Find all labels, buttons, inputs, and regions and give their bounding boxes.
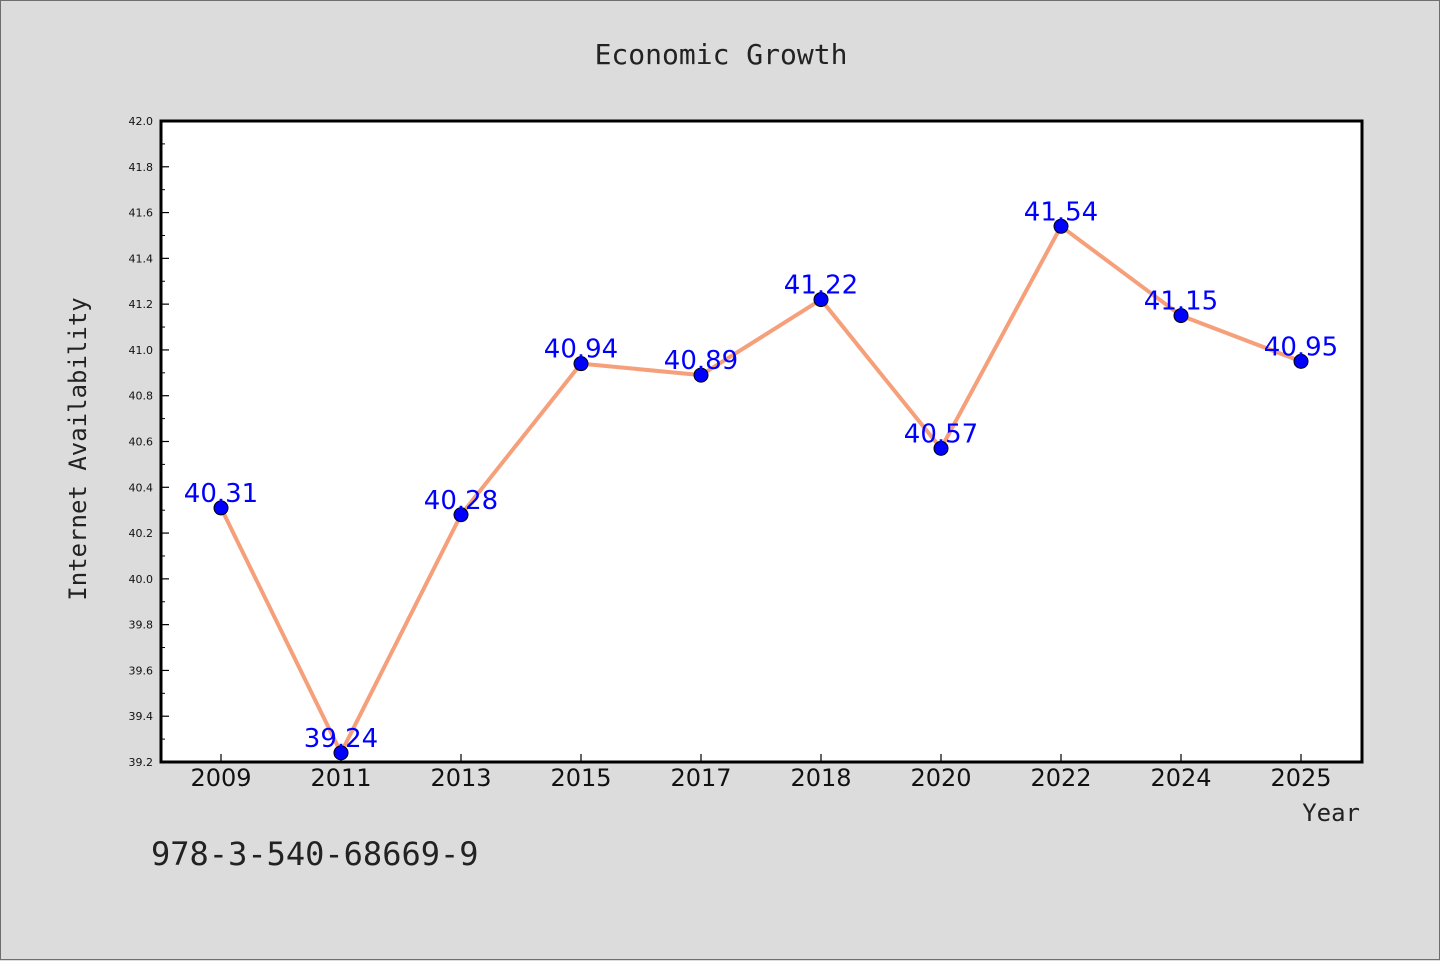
data-point	[453, 507, 469, 523]
data-point	[813, 292, 829, 308]
y-tick-label: 40.2	[129, 527, 154, 540]
x-tick-label: 2020	[910, 764, 971, 792]
y-tick-label: 41.8	[129, 161, 154, 174]
data-label: 41.22	[784, 271, 858, 301]
data-label: 40.57	[904, 419, 978, 449]
x-tick-label: 2015	[550, 764, 611, 792]
y-tick-label: 40.8	[129, 390, 154, 403]
series-layer: 40.31 39.24 40.28 40.94 40.89 41.22 40.57 41.54…	[184, 197, 1338, 761]
data-label: 39.24	[304, 724, 378, 754]
y-tick-label: 39.6	[129, 664, 154, 677]
x-tick-label: 2024	[1150, 764, 1211, 792]
y-tick-label: 40.0	[129, 573, 154, 586]
data-label: 40.95	[1264, 332, 1338, 362]
data-label: 40.94	[544, 335, 618, 365]
x-axis-label: Year	[1302, 799, 1360, 827]
y-tick-label: 40.4	[129, 481, 154, 494]
x-tick-label: 2011	[310, 764, 371, 792]
y-tick-label: 41.2	[129, 298, 154, 311]
y-tick-label: 40.6	[129, 436, 154, 449]
annotation-text: 978-3-540-68669-9	[151, 835, 479, 873]
y-tick-label: 41.6	[129, 207, 154, 220]
x-tick-label: 2022	[1030, 764, 1091, 792]
y-tick-label: 41.4	[129, 252, 154, 265]
series-line	[219, 224, 1303, 755]
y-tick-label: 41.0	[129, 344, 154, 357]
data-point	[573, 356, 589, 372]
data-label: 40.31	[184, 479, 258, 509]
data-label: 41.15	[1144, 287, 1218, 317]
y-axis-label: Internet Availability	[64, 297, 92, 600]
y-axis: 39.2 39.4 39.6 39.8 40.0 40.2 40.4 40.6 40.8 41.0…	[129, 115, 169, 769]
data-point	[1293, 353, 1309, 369]
y-tick-label: 39.4	[129, 710, 154, 723]
x-tick-label: 2017	[670, 764, 731, 792]
x-axis: 2009 2011 2013 2015 2017 2018 2020 2022 2024 2025	[190, 754, 1332, 792]
data-point	[693, 367, 709, 383]
x-tick-label: 2025	[1270, 764, 1331, 792]
data-label: 41.54	[1024, 197, 1098, 227]
data-point	[333, 745, 349, 761]
data-point	[1173, 308, 1189, 324]
data-point	[1053, 218, 1069, 234]
y-tick-label: 42.0	[129, 115, 154, 128]
x-tick-label: 2018	[790, 764, 851, 792]
data-label: 40.28	[424, 486, 498, 516]
y-tick-label: 39.8	[129, 619, 154, 632]
x-tick-label: 2009	[190, 764, 251, 792]
x-tick-label: 2013	[430, 764, 491, 792]
y-tick-label: 39.2	[129, 756, 154, 769]
chart-title: Economic Growth	[595, 38, 848, 71]
plot-area	[159, 119, 1364, 764]
data-point	[213, 500, 229, 516]
data-label: 40.89	[664, 346, 738, 376]
data-point	[933, 440, 949, 456]
